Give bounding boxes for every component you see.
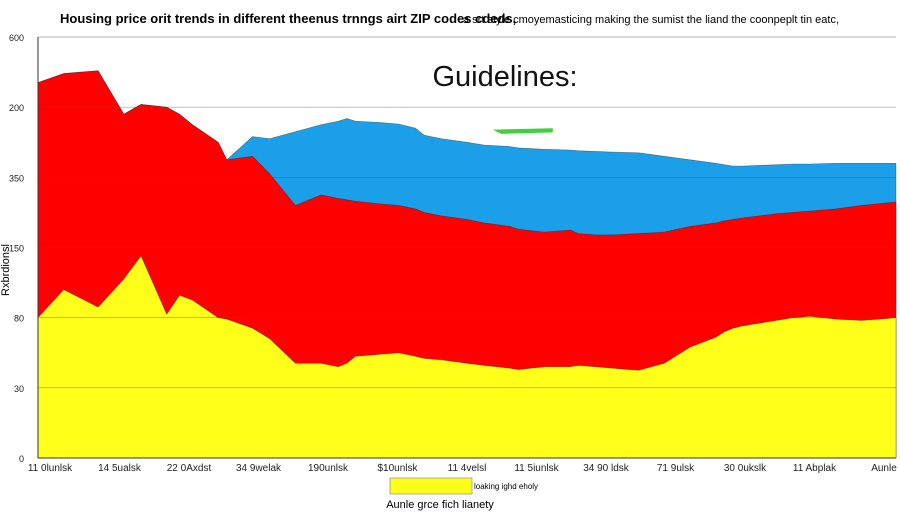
x-tick-label-11: 11 Abplak [793,463,837,474]
y-tick-label-1: 200 [9,103,24,113]
legend-label-yellow: loaking ighd eholy [474,482,538,491]
x-tick-label-5: $10unlsk [377,463,418,474]
series-area-green [492,128,553,134]
y-tick-label-6: 0 [19,454,24,464]
y-tick-label-3: 150 [9,244,24,254]
y-tick-label-5: 30 [14,384,24,394]
x-tick-label-3: 34 9welak [236,463,282,474]
plot-area: 600 200 350 150 80 30 0 11 0lunlsk 14 5ualsk 22 0… [9,33,897,474]
x-tick-label-12: Aunle [871,463,897,474]
y-tick-label-0: 600 [9,33,24,43]
y-tick-label-4: 80 [14,314,24,324]
legend: loaking ighd eholy [389,477,538,495]
chart-subtitle: a srt style cmoyemasticing making the su… [463,14,839,26]
y-tick-label-2: 350 [9,173,24,183]
x-tick-label-9: 71 9ulsk [657,463,695,474]
series-area-yellow [37,255,897,459]
x-axis-label: Aunle grce fich lianety [386,499,494,511]
x-tick-label-10: 30 0ukslk [724,463,767,474]
chart-title-group: Housing price orit trends in different t… [60,11,839,26]
x-tick-label-2: 22 0Axdst [167,463,212,474]
chart-title: Housing price orit trends in different t… [60,11,516,26]
x-tick-label-4: 190unlsk [308,463,349,474]
overlay-annotation: Guidelines: [432,61,577,93]
y-axis-label: Rxbrdionsl [0,244,12,296]
x-tick-label-7: 11 5iunlsk [514,463,559,474]
x-tick-label-0: 11 0lunlsk [28,463,73,474]
x-tick-label-8: 34 90 ldsk [583,463,630,474]
x-tick-label-1: 14 5ualsk [98,463,142,474]
x-tick-label-6: 11 4velsl [448,463,487,474]
legend-swatch-yellow [389,477,473,495]
